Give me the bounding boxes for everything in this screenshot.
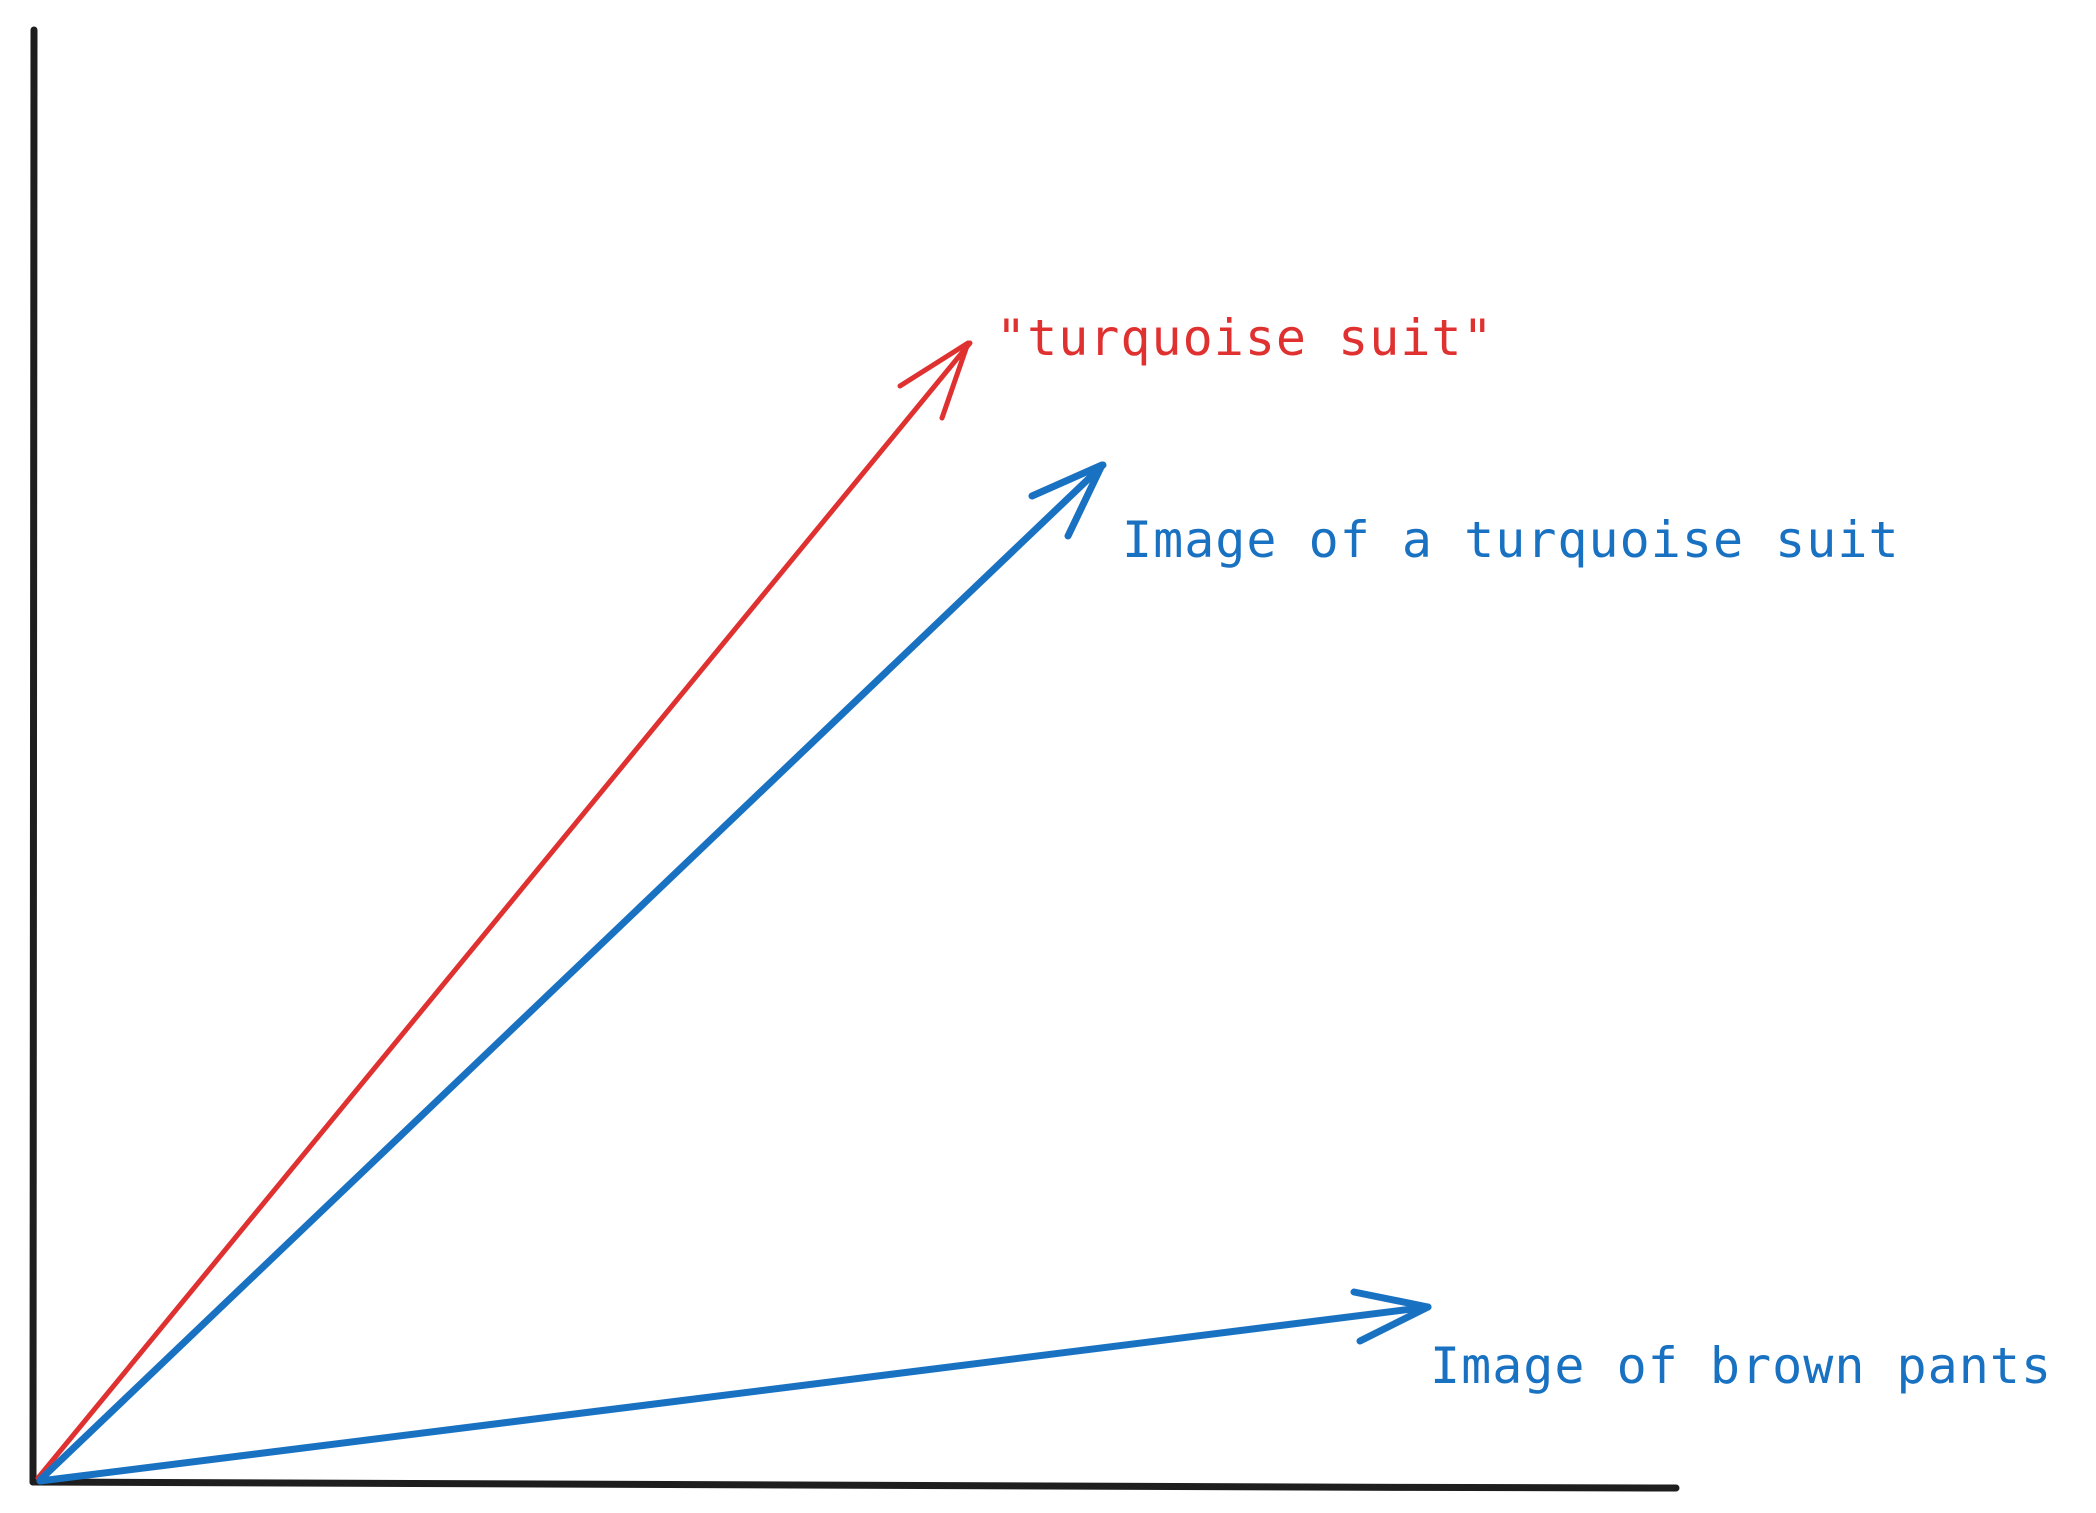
text-suit-label: "turquoise suit": [996, 309, 1494, 367]
x-axis: [29, 1478, 1680, 1492]
image-suit-arrow-shaft: [36, 461, 1107, 1484]
image-pants-label: Image of brown pants: [1430, 1337, 2052, 1395]
image-pants-arrow-shaft: [36, 1303, 1432, 1485]
text-suit-arrow-shaft: [35, 340, 973, 1481]
y-axis: [29, 26, 38, 1486]
text-suit-arrow-head: [897, 340, 971, 421]
image-suit-arrow-head: [1028, 461, 1106, 540]
image-suit-vector: [36, 461, 1107, 1484]
image-pants-vector: [36, 1288, 1432, 1485]
image-suit-label: Image of a turquoise suit: [1122, 511, 1900, 569]
image-pants-arrow-head: [1350, 1288, 1432, 1345]
text-suit-vector: [35, 340, 973, 1481]
